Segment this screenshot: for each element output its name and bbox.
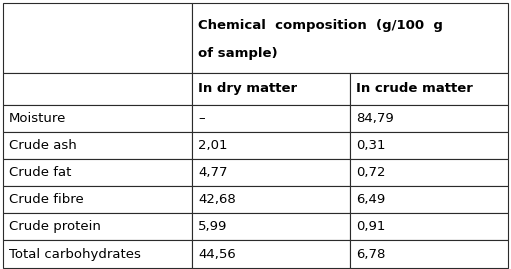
Bar [192,3,508,73]
Bar [351,105,508,132]
Text: 6,78: 6,78 [357,247,386,261]
Bar [351,132,508,159]
Text: Crude ash: Crude ash [9,139,77,152]
Bar [192,186,351,213]
Text: 84,79: 84,79 [357,112,394,125]
Text: 0,31: 0,31 [357,139,386,152]
Bar [351,73,508,105]
Bar [192,73,351,105]
Text: 44,56: 44,56 [198,247,236,261]
Bar [3,186,192,213]
Bar [351,213,508,240]
Bar [351,159,508,186]
Bar [192,240,351,268]
Text: Moisture: Moisture [9,112,66,125]
Text: –: – [198,112,205,125]
Text: Crude protein: Crude protein [9,220,101,233]
Bar [192,213,351,240]
Bar [351,186,508,213]
Bar [3,73,192,105]
Text: of sample): of sample) [198,47,278,60]
Text: 0,72: 0,72 [357,166,386,179]
Text: Total carbohydrates: Total carbohydrates [9,247,141,261]
Text: Crude fat: Crude fat [9,166,71,179]
Bar [192,159,351,186]
Bar [3,132,192,159]
Bar [3,105,192,132]
Text: 0,91: 0,91 [357,220,386,233]
Text: 5,99: 5,99 [198,220,228,233]
Text: 42,68: 42,68 [198,193,236,206]
Bar [3,159,192,186]
Bar [192,132,351,159]
Text: 6,49: 6,49 [357,193,386,206]
Text: 2,01: 2,01 [198,139,228,152]
Bar [351,240,508,268]
Text: Crude fibre: Crude fibre [9,193,83,206]
Text: 4,77: 4,77 [198,166,228,179]
Text: In dry matter: In dry matter [198,82,297,95]
Text: In crude matter: In crude matter [357,82,473,95]
Bar [3,3,192,73]
Bar [192,105,351,132]
Bar [3,240,192,268]
Bar [3,213,192,240]
Text: Chemical  composition  (g/100  g: Chemical composition (g/100 g [198,19,443,32]
